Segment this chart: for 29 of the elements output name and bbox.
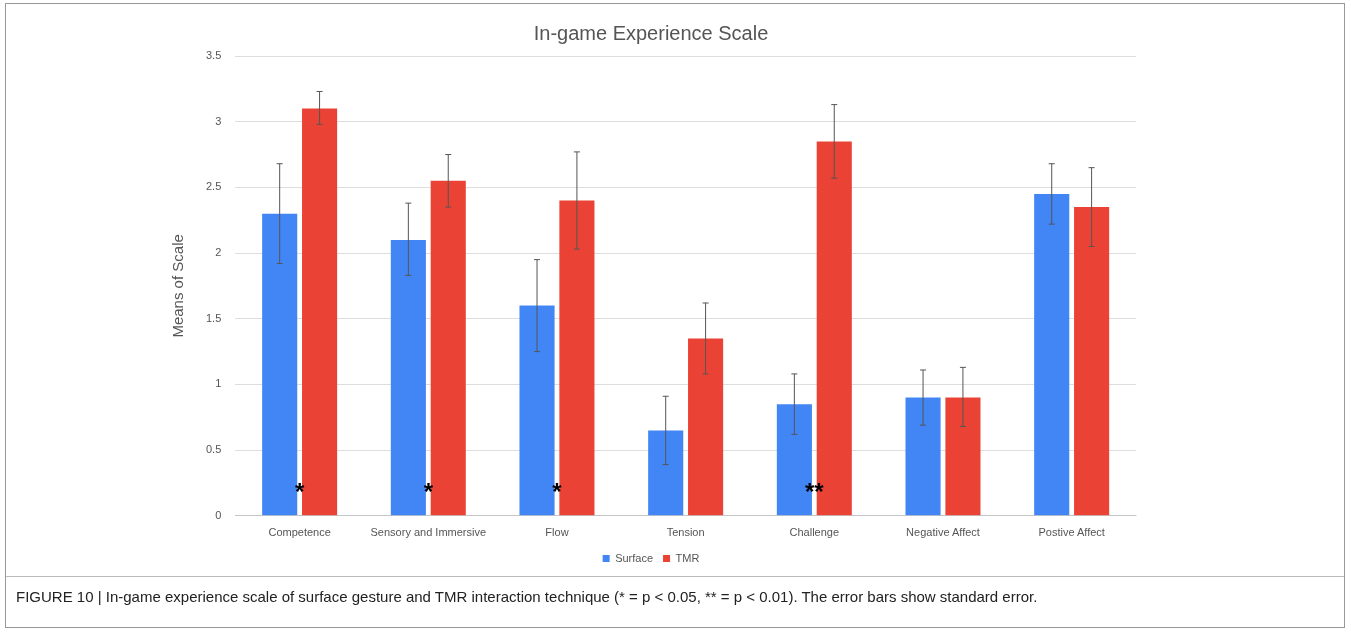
bar: [688, 338, 724, 516]
x-tick-label: Negative Affect: [906, 526, 980, 539]
bar: [390, 239, 426, 516]
y-tick-label: 0.5: [205, 443, 222, 456]
x-tick-label: Sensory and Immersive: [370, 526, 487, 539]
bar: [648, 430, 684, 516]
y-tick-label: 2.5: [205, 180, 222, 193]
x-tick-label: Competence: [268, 526, 331, 539]
y-tick-label: 3.5: [205, 49, 222, 62]
bar: [1074, 207, 1110, 516]
y-axis-title: Means of Scale: [169, 234, 187, 338]
bar: [905, 397, 941, 516]
y-tick-label: 1: [215, 377, 222, 390]
legend-label: Surface: [615, 551, 654, 564]
x-tick-label: Flow: [545, 526, 569, 539]
y-tick-label: 3: [215, 114, 222, 127]
x-tick-label: Postive Affect: [1038, 526, 1105, 539]
caption: FIGURE 10 | In-game experience scale of surface gesture and TMR interaction technique (* = p < 0.05, ** = p < 0.01). The error bars show standard error.: [16, 588, 1038, 605]
y-tick-label: 0: [215, 508, 222, 521]
bar: [302, 108, 338, 516]
chart-title: In-game Experience Scale: [533, 21, 769, 44]
bar: [945, 397, 981, 516]
x-tick-label: Tension: [666, 526, 705, 539]
bar: [1034, 193, 1070, 516]
y-tick-label: 2: [215, 246, 222, 259]
legend-label: TMR: [675, 551, 700, 564]
y-tick-label: 1.5: [205, 311, 222, 324]
annotation: **: [804, 477, 824, 505]
x-tick-label: Challenge: [789, 526, 840, 539]
